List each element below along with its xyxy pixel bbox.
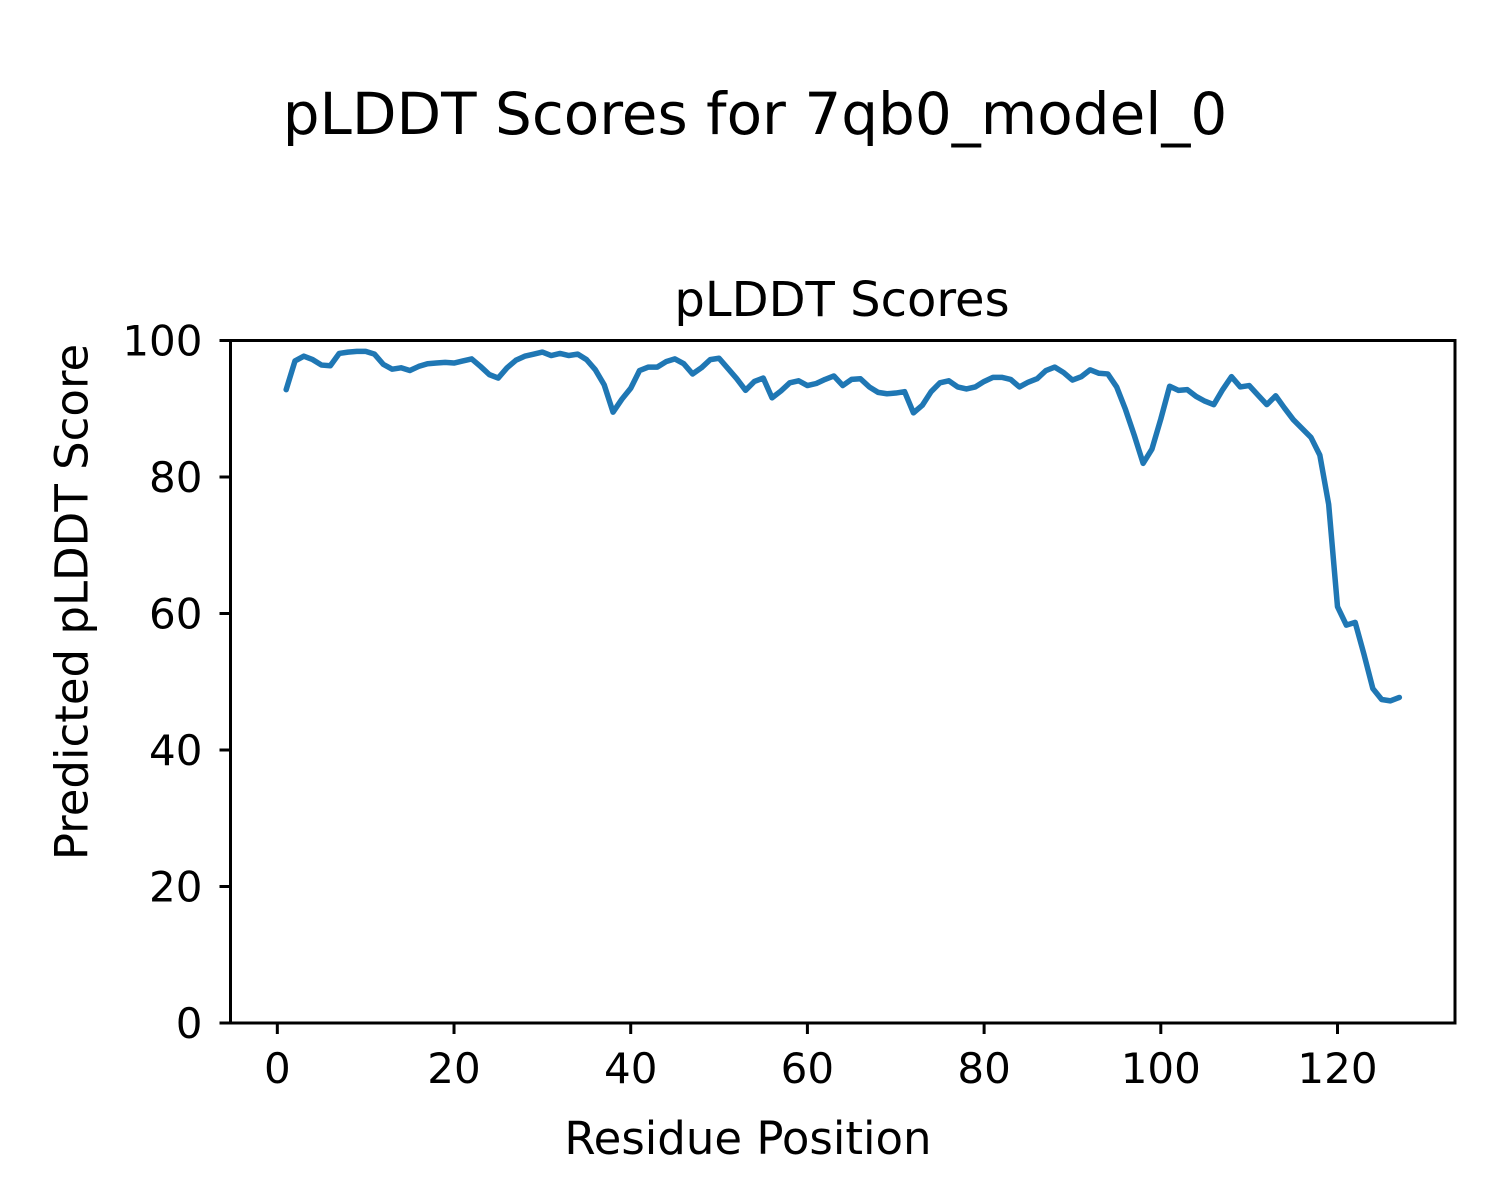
x-tick-label: 0: [264, 1044, 291, 1093]
x-tick-label: 20: [427, 1044, 480, 1093]
x-tick-label: 40: [604, 1044, 657, 1093]
x-tick-label: 60: [781, 1044, 834, 1093]
x-tick-label: 80: [957, 1044, 1010, 1093]
axes-spines: [229, 339, 1457, 1025]
figure-title: pLDDT Scores for 7qb0_model_0: [282, 80, 1228, 148]
axes-title: pLDDT Scores: [674, 272, 1010, 328]
y-tick-label: 20: [149, 863, 202, 912]
y-tick-label: 0: [176, 999, 203, 1048]
y-tick-label: 40: [149, 726, 202, 775]
plddt-line: [283, 348, 1403, 704]
x-axis-label: Residue Position: [564, 1112, 932, 1165]
x-tick-label: 100: [1121, 1044, 1201, 1093]
y-tick-label: 60: [149, 590, 202, 639]
y-tick-label: 100: [122, 317, 202, 366]
y-tick-label: 80: [149, 453, 202, 502]
x-tick-label: 120: [1297, 1044, 1377, 1093]
